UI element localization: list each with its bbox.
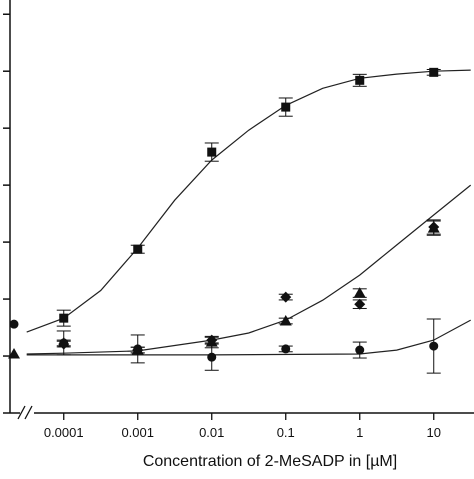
marker <box>429 341 439 351</box>
marker <box>9 319 19 329</box>
fit-curve <box>26 184 472 355</box>
marker <box>427 222 440 233</box>
marker <box>59 313 69 323</box>
marker <box>207 147 217 157</box>
x-tick-label: 0.1 <box>277 425 295 440</box>
fit-curve <box>26 69 471 333</box>
x-axis-label: Concentration of 2-MeSADP in [µM] <box>143 453 397 470</box>
marker <box>280 291 292 303</box>
fit-curve <box>26 319 471 356</box>
marker <box>133 344 143 354</box>
marker <box>429 67 439 77</box>
marker <box>353 287 366 298</box>
marker <box>355 345 365 355</box>
axis-break <box>17 405 26 420</box>
x-tick-label: 0.01 <box>199 425 224 440</box>
marker <box>8 348 20 359</box>
marker <box>133 244 143 254</box>
axis-break <box>24 405 33 420</box>
marker <box>355 75 365 85</box>
x-tick-label: 0.001 <box>121 425 154 440</box>
marker <box>59 338 69 348</box>
marker <box>281 344 291 354</box>
x-tick-label: 1 <box>356 425 363 440</box>
marker <box>207 352 217 362</box>
marker <box>279 315 292 326</box>
x-tick-label: 10 <box>427 425 441 440</box>
marker <box>354 298 366 310</box>
marker <box>281 102 291 112</box>
x-tick-label: 0.0001 <box>44 425 84 440</box>
